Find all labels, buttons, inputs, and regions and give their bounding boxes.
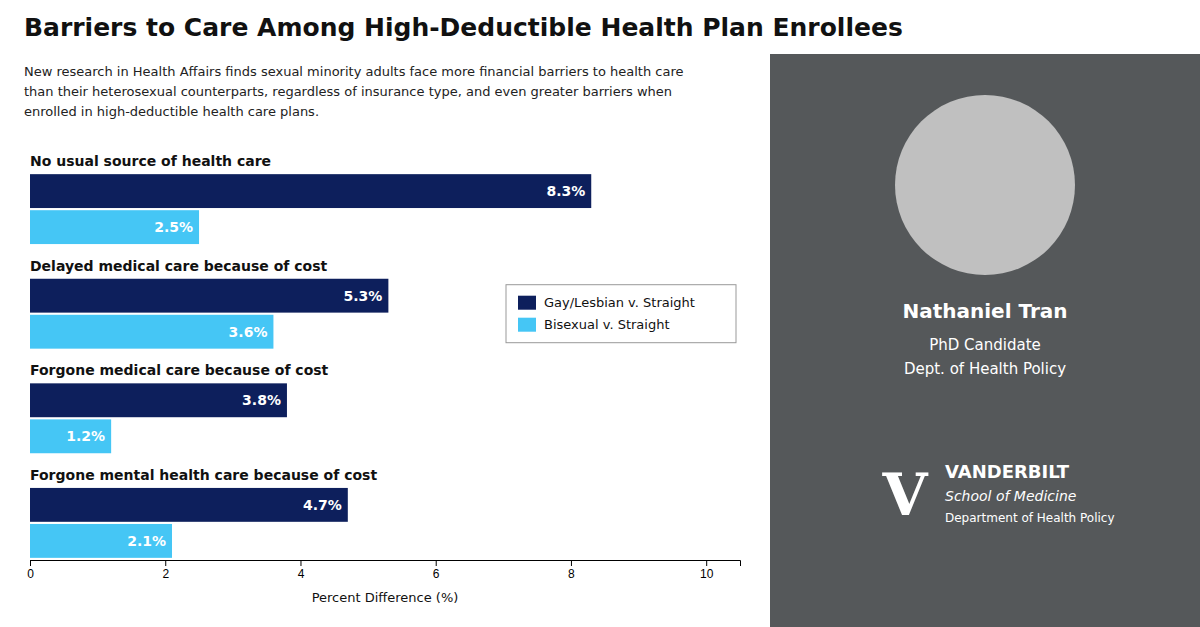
legend-swatch <box>518 318 536 332</box>
x-tick: 4 <box>298 560 305 581</box>
annotation: Dept. of Health Policy <box>904 360 1066 378</box>
bar <box>30 210 199 244</box>
tick-label: 8 <box>568 567 575 581</box>
tick-label: 10 <box>700 567 714 581</box>
subtitle: New research in Health Affairs finds sex… <box>24 64 683 119</box>
title: Barriers to Care Among High-Deductible H… <box>24 13 903 42</box>
x-tick: 0 <box>27 560 34 581</box>
bar <box>30 279 388 313</box>
data-label: 8.3% <box>546 183 585 199</box>
photo-placeholder <box>895 95 1075 275</box>
tick-mark <box>300 560 301 566</box>
data-label: 2.1% <box>127 533 166 549</box>
chart: Barriers to Care Among High-Deductible H… <box>0 0 1200 627</box>
annotation: VANDERBILT <box>945 461 1070 482</box>
category-labels: No usual source of health care Delayed me… <box>30 153 377 483</box>
annotation: School of Medicine <box>945 488 1076 504</box>
legend-swatch <box>518 296 536 310</box>
tick-label: 6 <box>433 567 440 581</box>
x-tick: 2 <box>162 560 169 581</box>
x-tick: 8 <box>568 560 575 581</box>
bar <box>30 419 111 453</box>
tick-mark <box>30 560 31 566</box>
tick-label: 4 <box>298 567 305 581</box>
annotation: Department of Health Policy <box>945 511 1115 525</box>
tick-label: 2 <box>162 567 169 581</box>
data-label: 3.6% <box>229 324 268 340</box>
legend: Gay/Lesbian v. Straight Bisexual v. Strai… <box>506 285 736 343</box>
bar <box>30 174 591 208</box>
tick-mark <box>165 560 166 566</box>
annotation: PhD Candidate <box>929 336 1041 354</box>
x-tick: 10 <box>700 560 714 581</box>
data-label: 2.5% <box>154 219 193 235</box>
category-label: Forgone medical care because of cost <box>30 362 329 378</box>
tick-mark <box>436 560 437 566</box>
x-axis: 0 2 4 6 8 10 <box>27 560 740 581</box>
bar <box>30 315 273 349</box>
tick-mark <box>571 560 572 566</box>
tick-mark <box>706 560 707 566</box>
legend-label: Bisexual v. Straight <box>544 317 670 332</box>
data-label: 4.7% <box>303 497 342 513</box>
annotation: V <box>881 461 928 529</box>
bar <box>30 488 348 522</box>
axis-domain <box>31 561 741 567</box>
legend-label: Gay/Lesbian v. Straight <box>544 295 695 310</box>
bar <box>30 524 172 558</box>
bars <box>30 174 591 558</box>
category-label: Forgone mental health care because of co… <box>30 467 377 483</box>
side-panel <box>770 54 1200 627</box>
data-label: 1.2% <box>66 428 105 444</box>
x-axis-label: Percent Difference (%) <box>312 590 459 605</box>
bar <box>30 383 287 417</box>
tick-label: 0 <box>27 567 34 581</box>
data-label: 3.8% <box>242 392 281 408</box>
legend-box <box>506 285 736 343</box>
x-tick: 6 <box>433 560 440 581</box>
legend-item: Gay/Lesbian v. Straight <box>518 295 695 310</box>
data-label: 5.3% <box>344 288 383 304</box>
legend-item: Bisexual v. Straight <box>518 317 670 332</box>
category-label: No usual source of health care <box>30 153 271 169</box>
annotation: Nathaniel Tran <box>902 299 1067 323</box>
category-label: Delayed medical care because of cost <box>30 258 328 274</box>
